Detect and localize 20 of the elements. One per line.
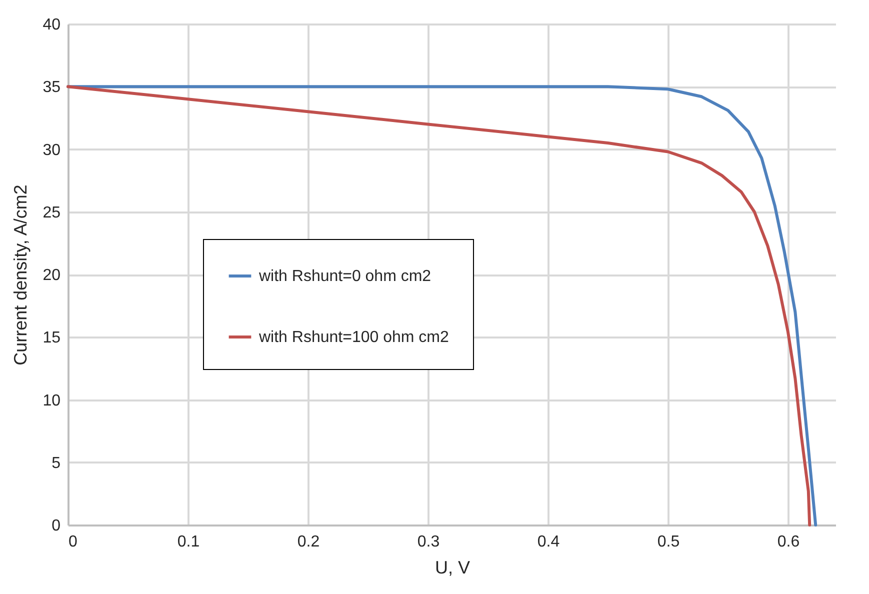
x-tick-label: 0.6 (777, 534, 800, 550)
y-tick-label: 0 (52, 518, 61, 534)
legend-label: with Rshunt=100 ohm cm2 (258, 329, 449, 346)
x-tick-label: 0.2 (297, 534, 320, 550)
x-tick-label: 0.5 (657, 534, 680, 550)
y-tick-label: 5 (52, 454, 61, 472)
y-tick-label: 25 (42, 204, 61, 222)
x-tick-label: 0.4 (537, 534, 560, 550)
y-tick-label: 40 (42, 16, 61, 34)
x-axis-title: U, V (434, 558, 470, 578)
y-tick-label: 20 (42, 267, 61, 284)
x-tick-label: 0.3 (417, 534, 440, 550)
y-tick-label: 15 (42, 330, 61, 347)
y-tick-label: 30 (42, 142, 61, 159)
x-tick-label: 0.1 (177, 534, 200, 550)
y-tick-label: 35 (42, 79, 61, 96)
legend-label: with Rshunt=0 ohm cm2 (258, 268, 432, 285)
x-tick-label: 0 (68, 534, 78, 550)
y-tick-label: 10 (42, 392, 61, 410)
y-axis-title: Current density, A/cm2 (10, 184, 31, 366)
